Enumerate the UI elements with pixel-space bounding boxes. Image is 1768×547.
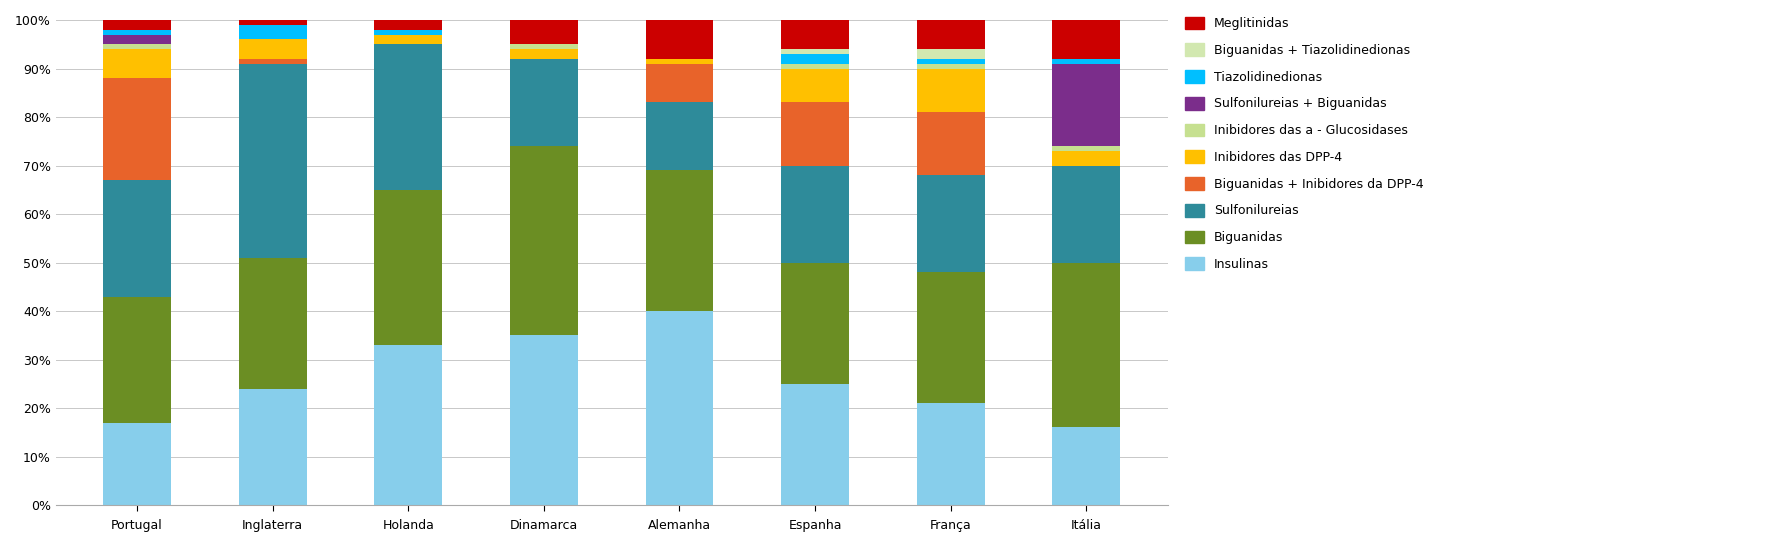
Bar bbox=[918, 59, 985, 63]
Bar bbox=[103, 180, 171, 296]
Bar bbox=[781, 20, 849, 49]
Bar bbox=[375, 44, 442, 190]
Bar bbox=[239, 59, 306, 63]
Bar bbox=[375, 190, 442, 345]
Bar bbox=[1052, 20, 1121, 59]
Bar bbox=[1052, 263, 1121, 428]
Bar bbox=[645, 20, 713, 59]
Bar bbox=[103, 423, 171, 505]
Bar bbox=[1052, 166, 1121, 263]
Bar bbox=[509, 20, 578, 44]
Bar bbox=[103, 30, 171, 34]
Bar bbox=[781, 68, 849, 102]
Bar bbox=[509, 44, 578, 49]
Bar bbox=[1052, 59, 1121, 63]
Bar bbox=[645, 102, 713, 170]
Bar bbox=[781, 384, 849, 505]
Bar bbox=[103, 34, 171, 44]
Legend: Meglitinidas, Biguanidas + Tiazolidinedionas, Tiazolidinedionas, Sulfonilureias : Meglitinidas, Biguanidas + Tiazolidinedi… bbox=[1185, 16, 1423, 271]
Bar bbox=[103, 44, 171, 49]
Bar bbox=[375, 30, 442, 34]
Bar bbox=[239, 63, 306, 258]
Bar bbox=[645, 59, 713, 63]
Bar bbox=[781, 63, 849, 68]
Bar bbox=[375, 20, 442, 30]
Bar bbox=[645, 311, 713, 505]
Bar bbox=[918, 49, 985, 59]
Bar bbox=[918, 112, 985, 175]
Bar bbox=[645, 170, 713, 311]
Bar bbox=[509, 335, 578, 505]
Bar bbox=[781, 263, 849, 384]
Bar bbox=[1052, 146, 1121, 151]
Bar bbox=[645, 63, 713, 102]
Bar bbox=[103, 20, 171, 30]
Bar bbox=[781, 166, 849, 263]
Bar bbox=[918, 175, 985, 272]
Bar bbox=[239, 39, 306, 59]
Bar bbox=[781, 54, 849, 63]
Bar bbox=[375, 34, 442, 44]
Bar bbox=[239, 258, 306, 389]
Bar bbox=[239, 25, 306, 39]
Bar bbox=[918, 403, 985, 505]
Bar bbox=[1052, 428, 1121, 505]
Bar bbox=[918, 68, 985, 112]
Bar bbox=[375, 345, 442, 505]
Bar bbox=[103, 78, 171, 180]
Bar bbox=[918, 20, 985, 49]
Bar bbox=[509, 59, 578, 146]
Bar bbox=[918, 272, 985, 403]
Bar bbox=[509, 146, 578, 335]
Bar bbox=[1052, 63, 1121, 146]
Bar bbox=[239, 389, 306, 505]
Bar bbox=[781, 49, 849, 54]
Bar bbox=[1052, 151, 1121, 166]
Bar bbox=[239, 20, 306, 25]
Bar bbox=[103, 296, 171, 423]
Bar bbox=[781, 102, 849, 166]
Bar bbox=[103, 49, 171, 78]
Bar bbox=[918, 63, 985, 68]
Bar bbox=[509, 49, 578, 59]
